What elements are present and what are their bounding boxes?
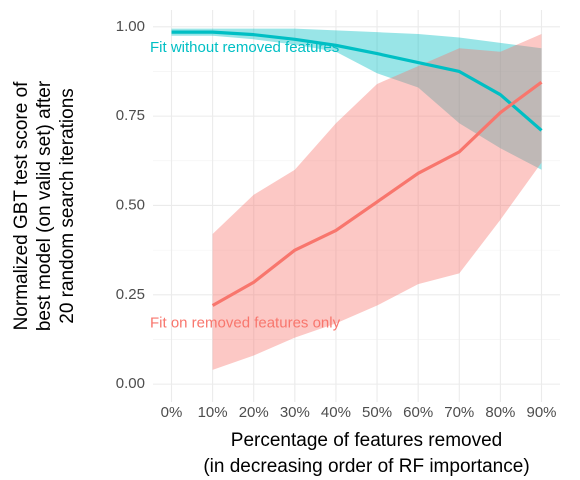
x-tick-label: 20% (239, 404, 269, 421)
y-tick-label: 1.00 (116, 18, 145, 35)
x-tick-label: 40% (321, 404, 351, 421)
y-axis-title: best model (on valid set) after (34, 80, 55, 331)
series-label: Fit without removed features (150, 39, 339, 56)
x-tick-label: 80% (485, 404, 515, 421)
x-tick-label: 30% (280, 404, 310, 421)
x-tick-label: 60% (403, 404, 433, 421)
ribbon (171, 28, 542, 170)
x-axis-title: Percentage of features removed (231, 430, 502, 451)
line (171, 30, 543, 132)
x-axis-title: (in decreasing order of RF importance) (203, 456, 529, 477)
series-label: Fit on removed features only (150, 314, 341, 331)
line (211, 80, 543, 307)
x-tick-label: 90% (526, 404, 556, 421)
y-tick-label: 0.25 (116, 286, 145, 303)
y-axis-title: Normalized GBT test score of (11, 81, 32, 331)
x-tick-label: 10% (198, 404, 228, 421)
y-axis-title: 20 random search iterations (57, 88, 78, 324)
x-tick-label: 0% (161, 404, 183, 421)
x-tick-label: 50% (362, 404, 392, 421)
y-tick-label: 0.50 (116, 196, 145, 213)
x-tick-label: 70% (444, 404, 474, 421)
y-tick-label: 0.75 (116, 107, 145, 124)
y-tick-label: 0.00 (116, 375, 145, 392)
